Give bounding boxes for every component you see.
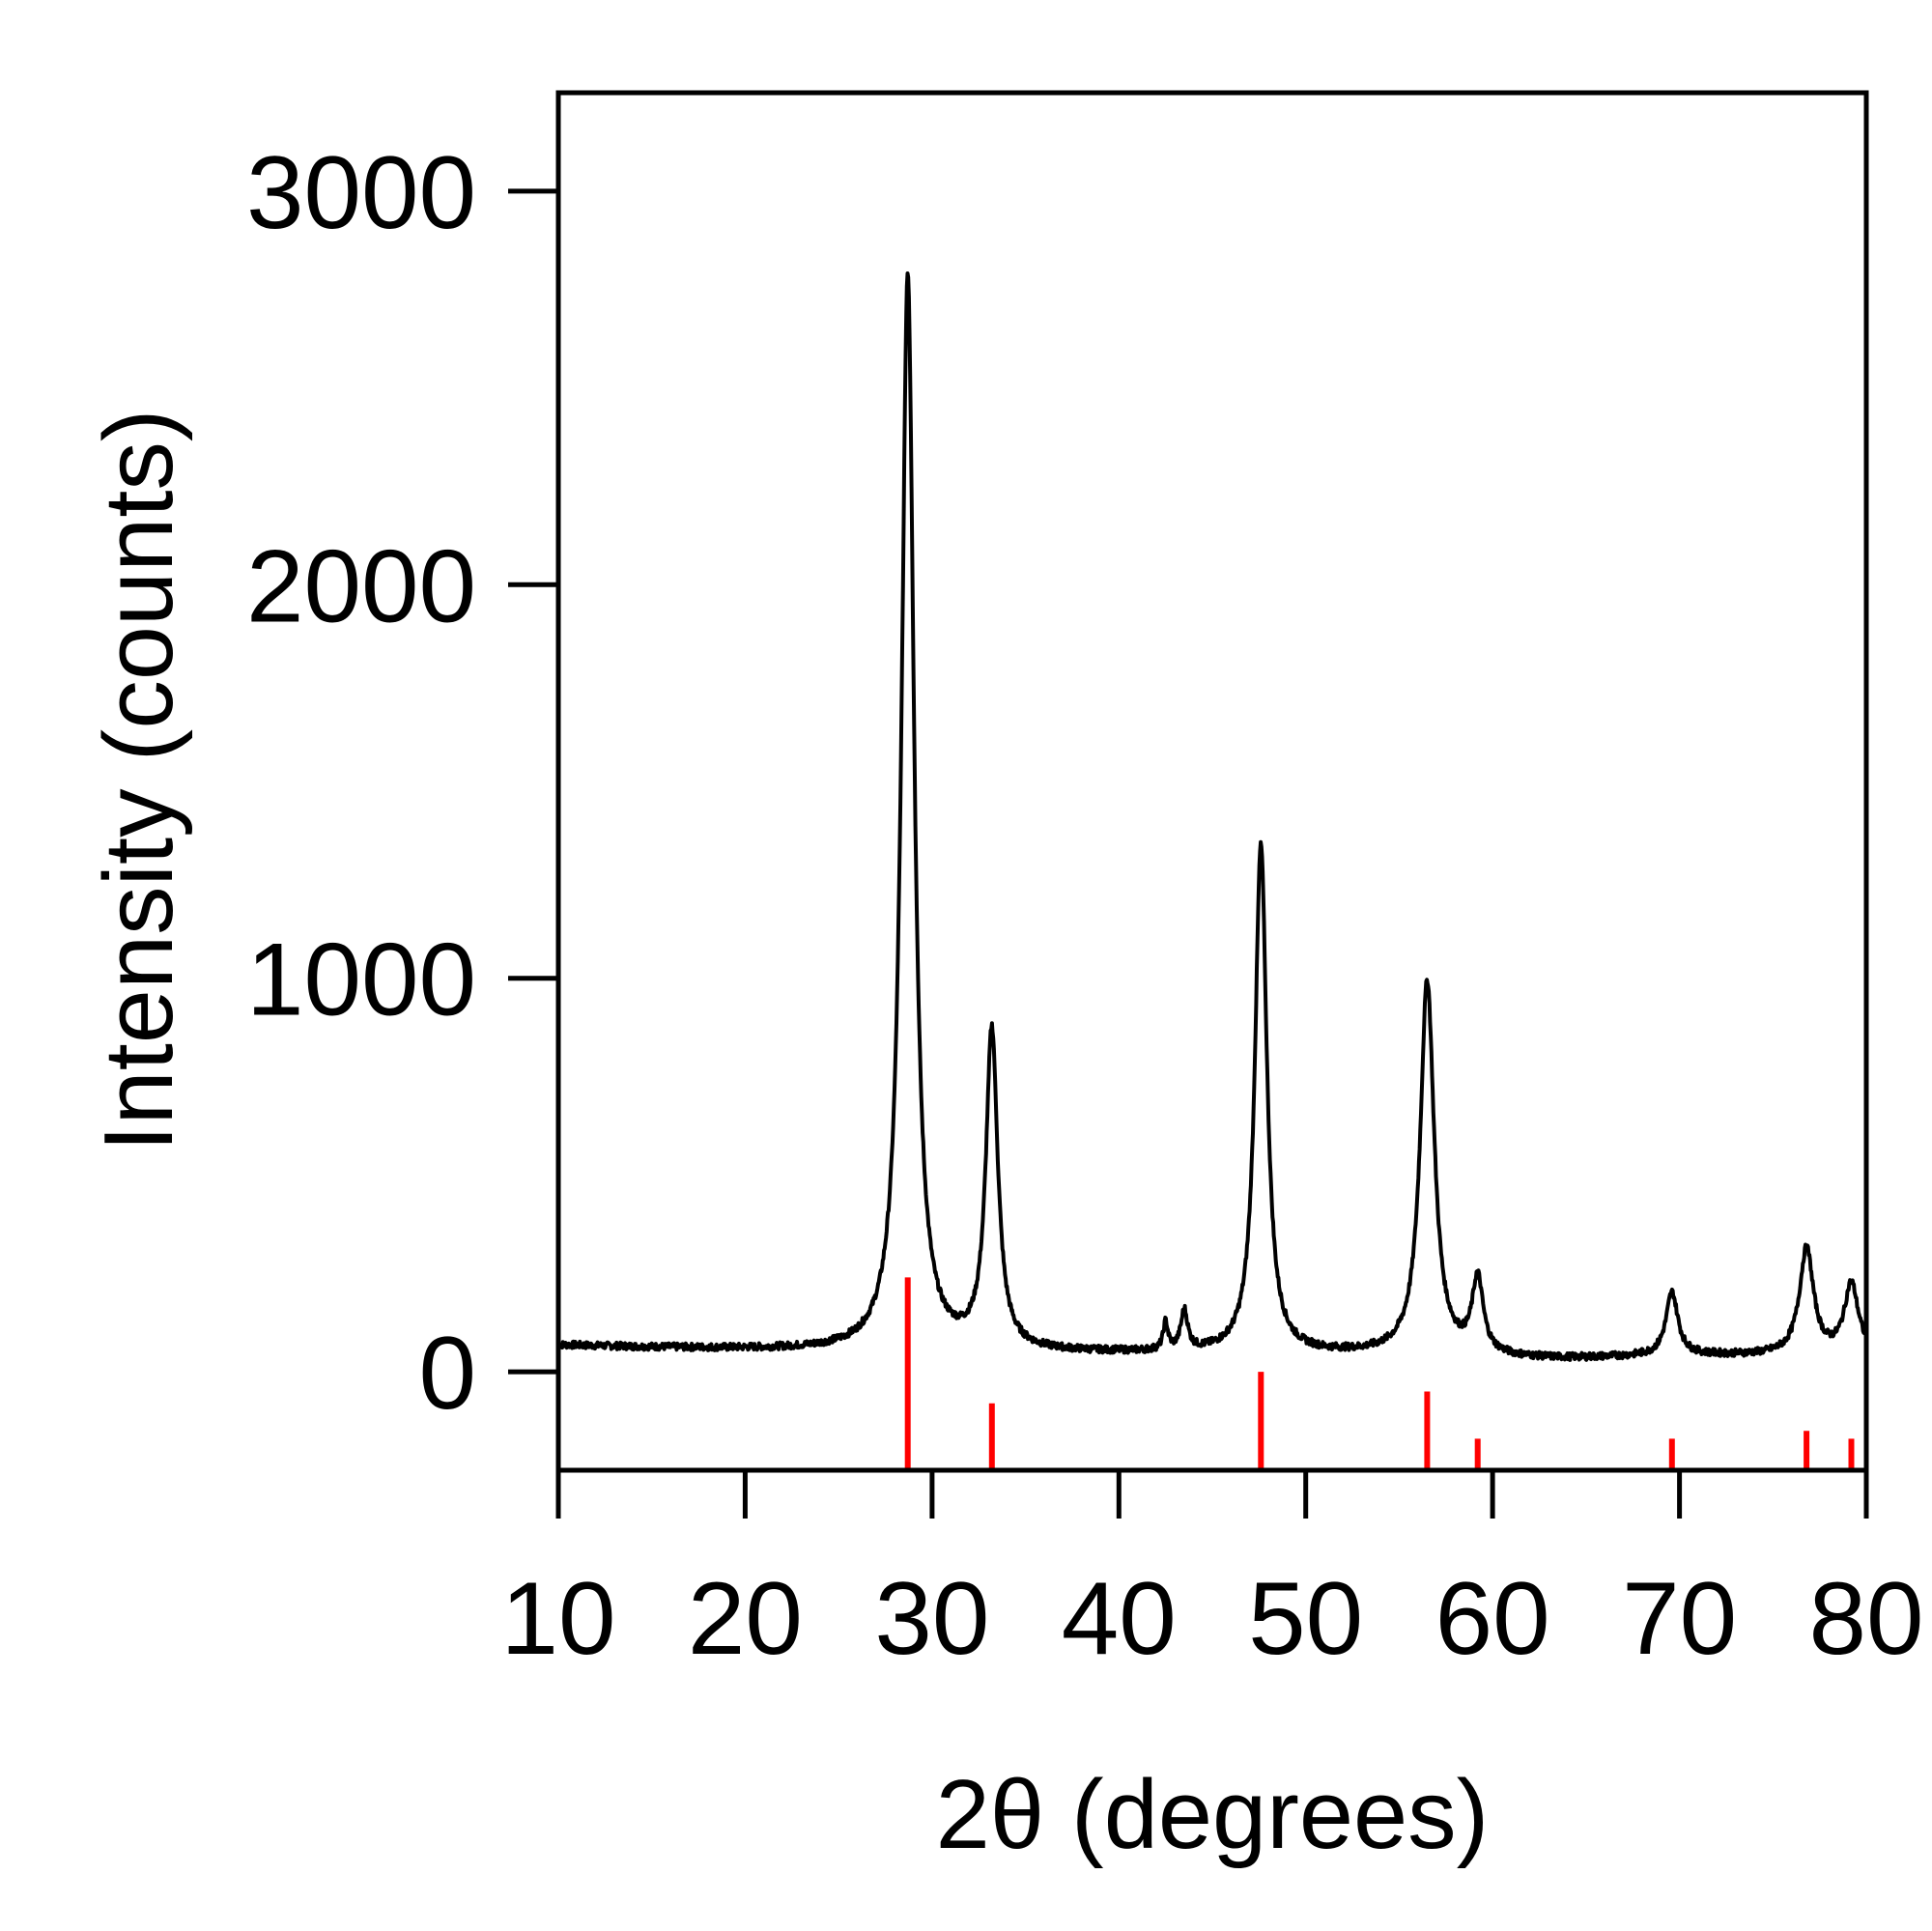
y-axis-label: Intensity (counts) <box>85 409 193 1151</box>
y-tick-label: 3000 <box>246 134 476 250</box>
x-tick-label: 50 <box>1248 1560 1363 1676</box>
y-tick-label: 1000 <box>246 922 476 1037</box>
x-tick-label: 30 <box>874 1560 989 1676</box>
plot-area <box>556 271 1868 1470</box>
x-tick-label: 20 <box>688 1560 803 1676</box>
series-line <box>556 271 1868 1362</box>
x-tick-label: 80 <box>1808 1560 1923 1676</box>
y-tick-label: 0 <box>418 1315 476 1431</box>
x-tick-label: 70 <box>1622 1560 1737 1676</box>
y-tick-label: 2000 <box>246 527 476 643</box>
x-tick-label: 10 <box>500 1560 615 1676</box>
x-tick-label: 40 <box>1062 1560 1177 1676</box>
plot-frame <box>555 90 1869 1473</box>
x-axis-label: 2θ (degrees) <box>936 1761 1490 1869</box>
x-tick-label: 60 <box>1435 1560 1550 1676</box>
axes: 0 1000 2000 3000 10 20 30 40 50 60 70 80 <box>246 134 1924 1676</box>
